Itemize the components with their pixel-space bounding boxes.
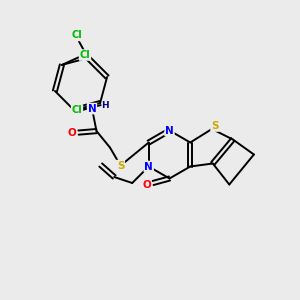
Text: N: N bbox=[144, 161, 153, 172]
Text: Cl: Cl bbox=[80, 50, 90, 60]
Text: Cl: Cl bbox=[72, 105, 83, 115]
Text: N: N bbox=[88, 103, 96, 114]
Text: H: H bbox=[101, 101, 109, 110]
Text: N: N bbox=[165, 125, 174, 136]
Text: S: S bbox=[117, 160, 124, 171]
Text: Cl: Cl bbox=[71, 30, 82, 40]
Text: O: O bbox=[142, 179, 151, 190]
Text: O: O bbox=[68, 128, 76, 138]
Text: S: S bbox=[211, 121, 219, 131]
